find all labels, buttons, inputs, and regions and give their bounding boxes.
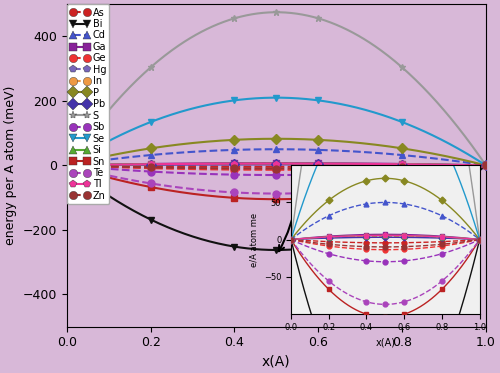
Legend: As, Bi, Cd, Ga, Ge, Hg, In, P, Pb, S, Sb, Se, Si, Sn, Te, Tl, Zn: As, Bi, Cd, Ga, Ge, Hg, In, P, Pb, S, Sb… [67,4,110,204]
X-axis label: x(A): x(A) [262,355,290,369]
Y-axis label: energy per A atom (meV): energy per A atom (meV) [4,86,17,245]
